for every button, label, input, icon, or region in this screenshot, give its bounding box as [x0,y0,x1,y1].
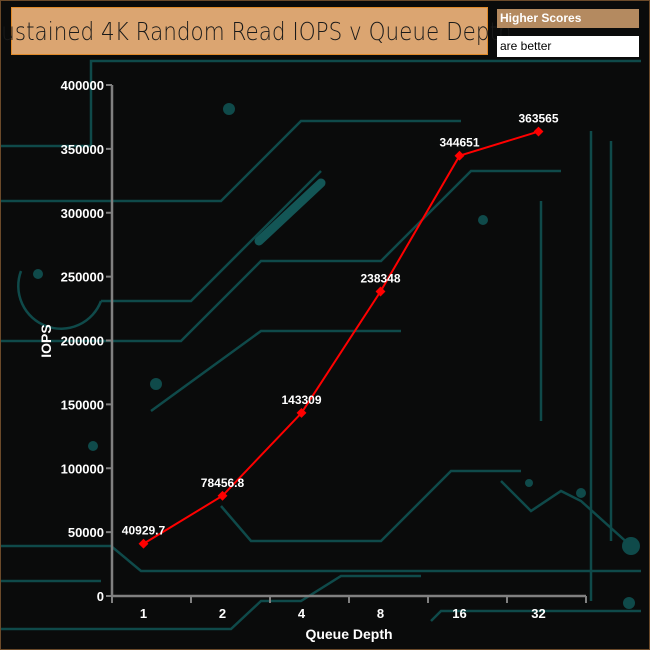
circuit-pad [622,537,640,555]
data-label: 363565 [518,112,558,126]
circuit-trace [1,169,561,343]
circuit-trace [17,270,103,330]
circuit-trace [220,469,521,543]
x-tick-label: 4 [298,606,306,621]
x-tick-label: 2 [219,606,226,621]
circuit-pad [88,441,98,451]
data-point [533,126,544,137]
chart-title-text: Sustained 4K Random Read IOPS v Queue De… [0,16,512,46]
data-label: 344651 [439,136,479,150]
data-label: 78456.8 [201,476,245,490]
data-point [454,150,465,161]
data-point [217,490,228,501]
x-tick-label: 1 [140,606,147,621]
data-point [375,286,386,297]
data-point [138,538,149,549]
data-label: 40929.7 [122,524,166,538]
circuit-trace [500,480,632,547]
x-tick-label: 16 [452,606,466,621]
circuit-trace [1,544,641,573]
y-tick-label: 200000 [61,334,104,349]
circuit-trace [430,609,641,622]
circuit-pad [623,597,635,609]
circuit-pad [150,378,162,390]
x-tick-label: 32 [531,606,545,621]
y-tick-label: 400000 [61,78,104,93]
y-tick-label: 300000 [61,206,104,221]
y-tick-label: 0 [97,589,104,604]
circuit-bus [254,178,326,246]
x-axis-label: Queue Depth [305,626,392,642]
circuit-trace [1,574,421,631]
chart-title: Sustained 4K Random Read IOPS v Queue De… [1,7,511,55]
y-axis-label: IOPS [38,324,54,357]
y-tick-label: 150000 [61,397,104,412]
series-line [142,130,539,545]
circuit-pad [33,269,43,279]
circuit-pad [478,215,488,225]
note-are-better: are better [497,36,639,57]
y-tick-label: 100000 [61,461,104,476]
y-tick-label: 50000 [68,525,104,540]
circuit-pad [223,103,235,115]
y-tick-label: 350000 [61,142,104,157]
data-label: 143309 [281,393,321,407]
note-higher-scores: Higher Scores [497,9,639,28]
circuit-pad [576,488,586,498]
circuit-trace [1,59,641,148]
x-tick-label: 8 [377,606,384,621]
data-point [296,407,307,418]
data-label: 238348 [360,272,400,286]
y-tick-label: 250000 [61,270,104,285]
circuit-pad [525,479,533,487]
circuit-trace [101,170,322,303]
